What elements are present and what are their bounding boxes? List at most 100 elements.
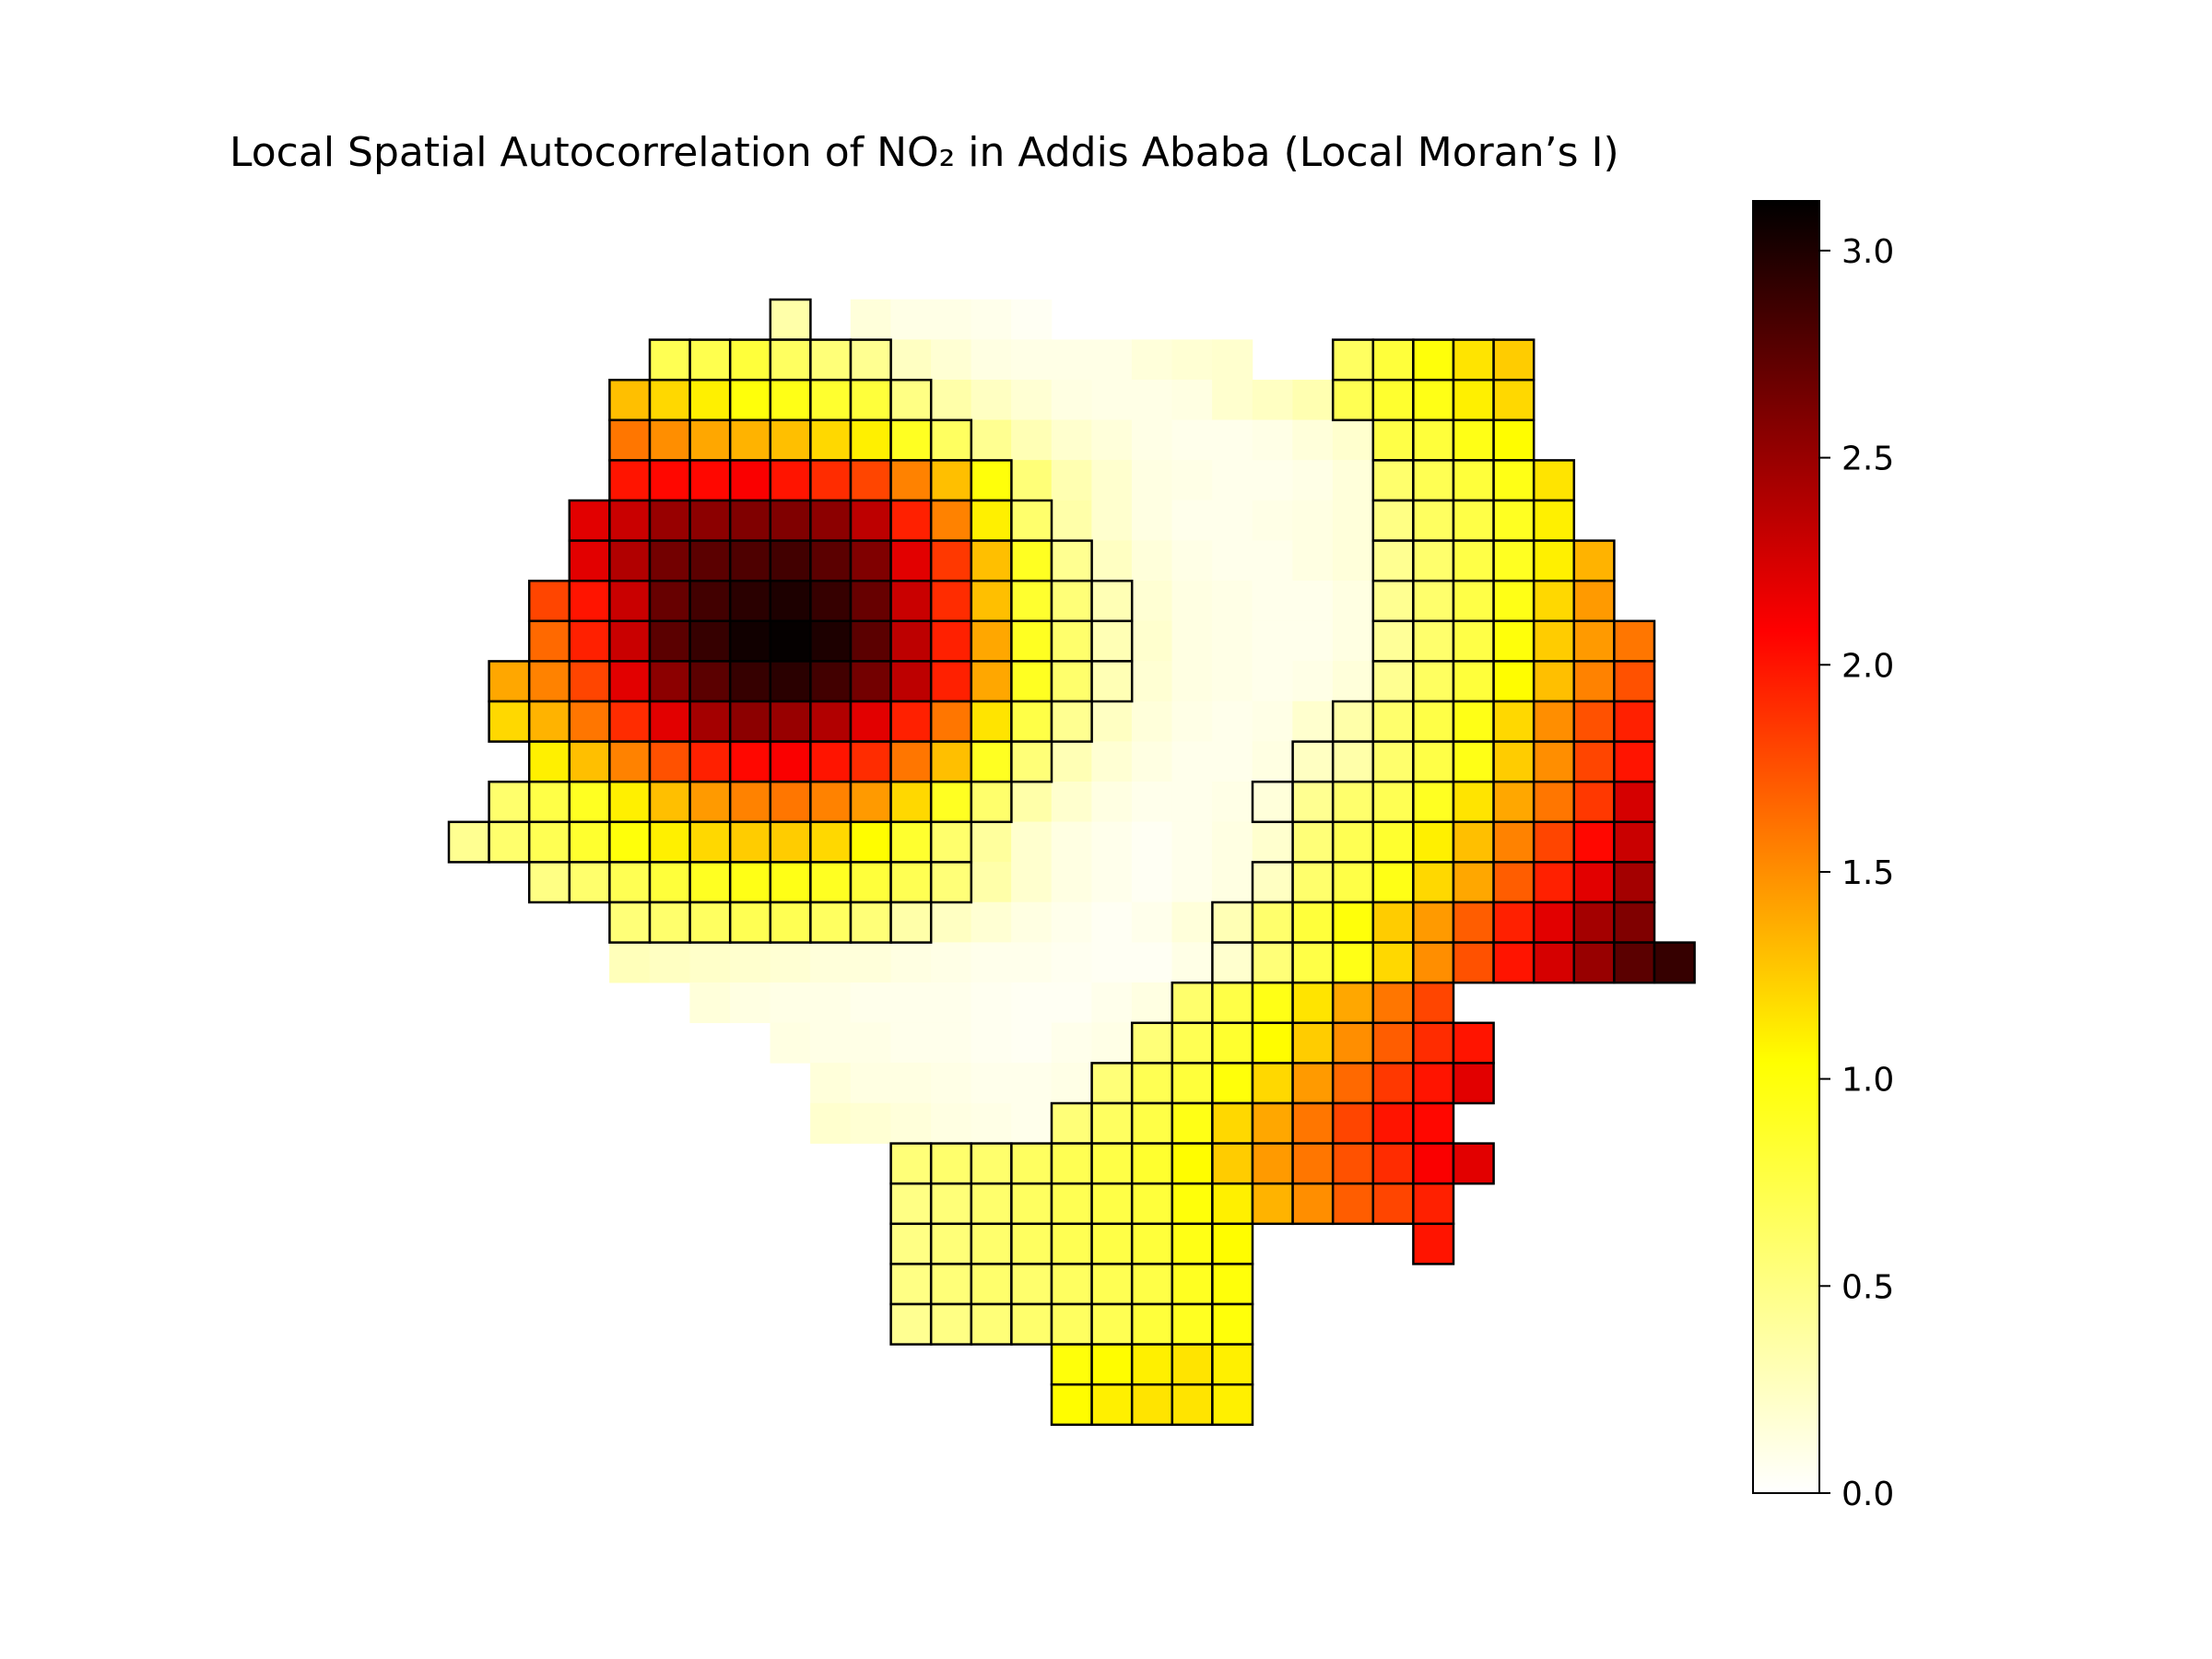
map-cell — [930, 339, 972, 381]
map-cell — [889, 660, 933, 703]
map-cell — [1532, 861, 1576, 904]
map-cell — [1050, 1101, 1093, 1145]
map-cell — [1091, 379, 1133, 421]
map-cell — [1131, 821, 1173, 863]
map-cell — [1131, 500, 1173, 541]
map-cell — [1050, 700, 1093, 743]
map-cell — [769, 780, 812, 824]
map-cell — [1212, 580, 1253, 622]
map-cell — [1332, 460, 1374, 501]
map-cell — [1452, 499, 1495, 542]
map-cell — [889, 539, 933, 582]
map-cell — [809, 499, 853, 542]
map-cell — [1090, 1142, 1134, 1185]
map-cell — [1291, 820, 1335, 864]
map-cell — [1412, 1182, 1455, 1226]
map-cell — [769, 338, 812, 382]
map-cell — [1492, 619, 1535, 663]
map-cell — [1371, 459, 1415, 502]
map-cell — [1412, 1021, 1455, 1065]
map-cell — [810, 942, 852, 983]
map-cell — [971, 862, 1012, 903]
map-cell — [1331, 941, 1375, 984]
map-cell — [1010, 1263, 1053, 1306]
map-cell — [970, 740, 1013, 783]
map-cell — [1091, 781, 1133, 823]
map-cell — [1252, 661, 1293, 702]
map-cell — [1252, 821, 1293, 863]
map-cell — [488, 660, 531, 703]
map-cell — [929, 1263, 973, 1306]
map-cell — [850, 299, 891, 340]
map-cell — [1412, 1142, 1455, 1185]
map-cell — [770, 942, 811, 983]
map-cell — [849, 418, 892, 462]
map-cell — [889, 1222, 933, 1265]
map-cell — [1051, 942, 1092, 983]
map-cell — [1532, 740, 1576, 783]
map-cell — [930, 1102, 972, 1144]
map-cell — [1090, 1101, 1134, 1145]
map-cell — [849, 499, 892, 542]
map-cell — [1412, 499, 1455, 542]
map-cell — [971, 379, 1012, 421]
map-cell — [1050, 1382, 1093, 1427]
map-cell — [1532, 820, 1576, 864]
map-cell — [688, 740, 732, 783]
map-cell — [930, 1063, 972, 1104]
map-cell — [1412, 1062, 1455, 1105]
map-cell — [1171, 620, 1213, 662]
map-cell — [1011, 339, 1053, 381]
map-cell — [849, 338, 892, 382]
map-cell — [1412, 619, 1455, 663]
map-cell — [929, 740, 973, 783]
map-cell — [1252, 460, 1293, 501]
map-cell — [1292, 460, 1334, 501]
map-cell — [889, 459, 933, 502]
map-cell — [608, 861, 652, 904]
map-cell — [1371, 740, 1415, 783]
map-cell — [688, 820, 732, 864]
map-cell — [1452, 378, 1495, 422]
map-cell — [608, 579, 652, 623]
map-cell — [1130, 1263, 1174, 1306]
map-cell — [1130, 1142, 1174, 1185]
map-cell — [1251, 1182, 1294, 1226]
map-cell — [849, 820, 892, 864]
map-cell — [1171, 460, 1213, 501]
map-cell — [1011, 1063, 1053, 1104]
map-cell — [889, 740, 933, 783]
map-cell — [1371, 1142, 1415, 1185]
map-cells-significant — [447, 298, 1696, 1427]
map-cell — [929, 1182, 973, 1226]
map-cell — [1010, 1302, 1053, 1346]
map-cell — [1292, 379, 1334, 421]
map-cell — [1010, 660, 1053, 703]
map-cell — [809, 740, 853, 783]
map-cell — [1131, 540, 1173, 582]
map-cell — [1212, 500, 1253, 541]
map-cell — [648, 378, 691, 422]
map-cell — [1252, 379, 1293, 421]
map-cell — [1331, 861, 1375, 904]
map-cell — [769, 378, 812, 422]
map-cell — [769, 539, 812, 582]
map-cell — [1090, 619, 1134, 663]
map-cell — [1331, 338, 1375, 382]
map-cell — [1452, 459, 1495, 502]
map-cell — [769, 660, 812, 703]
map-cell — [1331, 1142, 1375, 1185]
map-cell — [648, 459, 691, 502]
map-cell — [1291, 900, 1335, 944]
map-cell — [1613, 660, 1656, 703]
map-cell — [1492, 378, 1535, 422]
map-cell — [1090, 1182, 1134, 1226]
map-cell — [1331, 900, 1375, 944]
map-cell — [971, 942, 1012, 983]
map-cell — [1050, 619, 1093, 663]
colorbar-ramp — [1752, 200, 1820, 1494]
map-cell — [889, 700, 933, 743]
map-cell — [1292, 419, 1334, 461]
map-cell — [809, 900, 853, 944]
map-cell — [970, 1302, 1013, 1346]
